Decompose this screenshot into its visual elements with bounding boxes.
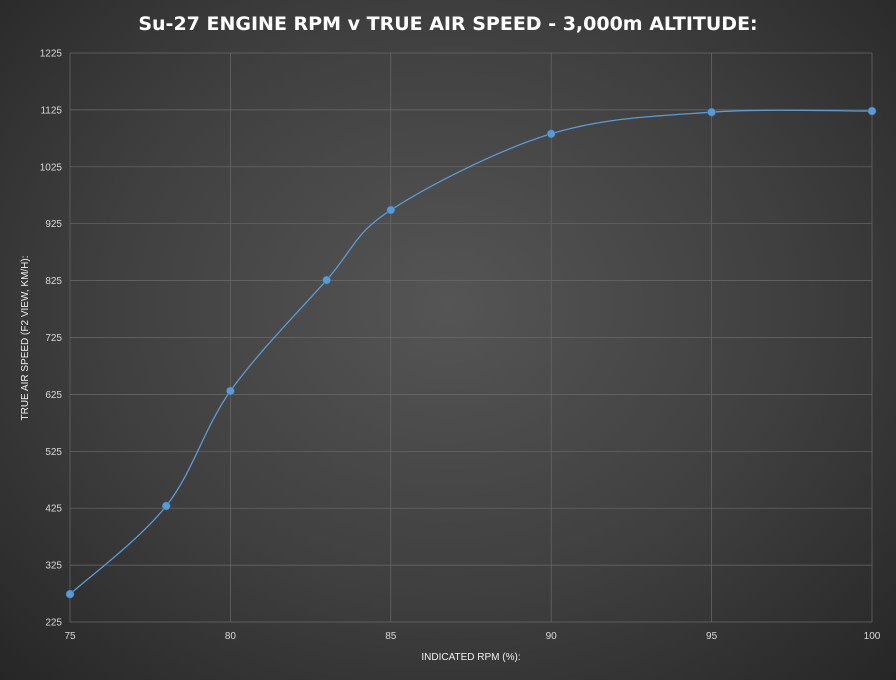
- x-tick-label: 95: [706, 631, 718, 642]
- grid: [69, 52, 873, 623]
- tick-labels: 225 325 425 525 625 725 825 925 1025 1125 1225 75 80…: [40, 49, 881, 643]
- data-point: [161, 501, 171, 511]
- y-tick-label: 825: [45, 276, 62, 287]
- y-axis-label: TRUE AIR SPEED (F2 VIEW, KM/H):: [20, 255, 31, 420]
- data-point: [65, 589, 75, 599]
- y-tick-label: 1125: [40, 105, 62, 116]
- x-tick-label: 80: [225, 631, 237, 642]
- y-tick-label: 1225: [40, 49, 63, 60]
- data-point: [322, 275, 331, 285]
- data-point: [226, 386, 235, 396]
- y-tick-label: 925: [45, 219, 62, 230]
- y-tick-label: 325: [45, 561, 62, 572]
- y-tick-label: 625: [45, 390, 62, 401]
- data-points: [65, 106, 877, 599]
- chart-title: Su-27 ENGINE RPM v TRUE AIR SPEED - 3,00…: [138, 13, 757, 35]
- data-point: [546, 129, 556, 139]
- x-tick-label: 90: [546, 631, 558, 642]
- y-tick-label: 225: [45, 618, 62, 629]
- x-tick-label: 100: [864, 631, 881, 642]
- y-tick-label: 425: [45, 504, 62, 515]
- data-point: [707, 107, 716, 117]
- x-tick-label: 85: [385, 631, 397, 642]
- data-point: [867, 106, 877, 116]
- y-tick-label: 1025: [40, 162, 63, 173]
- y-tick-label: 725: [45, 333, 62, 344]
- x-axis-label: INDICATED RPM (%):: [421, 652, 520, 663]
- x-tick-label: 75: [64, 631, 76, 642]
- y-tick-label: 525: [45, 447, 62, 458]
- series-line: [69, 109, 873, 595]
- data-point: [386, 205, 396, 215]
